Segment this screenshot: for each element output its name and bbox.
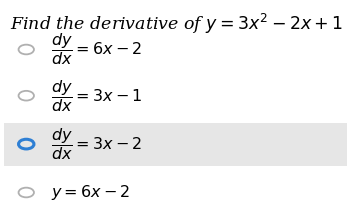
Text: $y = 6x - 2$: $y = 6x - 2$ (51, 183, 130, 202)
Text: $\dfrac{dy}{dx} = 3x - 1$: $\dfrac{dy}{dx} = 3x - 1$ (51, 78, 142, 114)
Text: Find the derivative of $y = 3x^2 - 2x + 1$: Find the derivative of $y = 3x^2 - 2x + … (10, 12, 344, 36)
Text: $\dfrac{dy}{dx} = 6x - 2$: $\dfrac{dy}{dx} = 6x - 2$ (51, 31, 142, 68)
FancyBboxPatch shape (4, 123, 346, 165)
Text: $\dfrac{dy}{dx} = 3x - 2$: $\dfrac{dy}{dx} = 3x - 2$ (51, 126, 142, 162)
